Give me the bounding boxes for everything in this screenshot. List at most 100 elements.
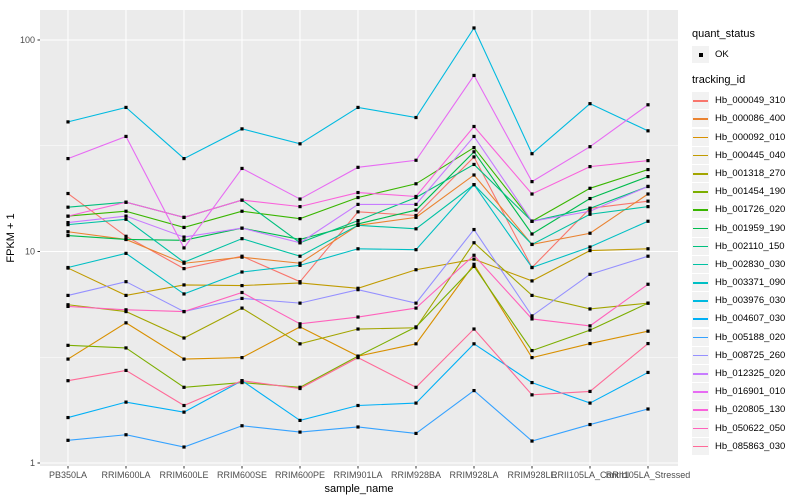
data-point bbox=[356, 356, 360, 360]
data-point bbox=[646, 254, 650, 258]
color-line-icon bbox=[693, 445, 708, 448]
legend-entry-tracking-id: Hb_000049_310 bbox=[692, 92, 798, 110]
data-point bbox=[124, 433, 128, 437]
data-point bbox=[66, 220, 70, 225]
data-point bbox=[646, 175, 650, 179]
data-point bbox=[182, 215, 186, 219]
data-point bbox=[356, 105, 360, 110]
data-point bbox=[356, 247, 360, 251]
legend-entry-label: Hb_012325_020 bbox=[715, 368, 786, 379]
x-tick-label: RRIM928LE bbox=[507, 470, 556, 480]
legend-entry-tracking-id: Hb_001318_270 bbox=[692, 164, 798, 182]
data-point bbox=[472, 145, 476, 150]
data-point bbox=[588, 248, 592, 253]
data-point bbox=[298, 217, 302, 221]
data-point bbox=[240, 226, 244, 230]
legend-entry-tracking-id: Hb_003371_090 bbox=[692, 274, 798, 292]
data-point bbox=[588, 328, 592, 332]
data-point bbox=[646, 205, 650, 209]
data-point bbox=[66, 293, 70, 298]
legend-entry-label: Hb_001726_020 bbox=[715, 204, 786, 216]
data-point bbox=[530, 242, 534, 247]
data-point bbox=[124, 134, 128, 139]
legend-entry-label: Hb_003371_090 bbox=[715, 277, 786, 289]
data-point bbox=[414, 158, 418, 162]
data-point bbox=[356, 288, 360, 292]
data-point bbox=[588, 165, 592, 169]
data-point bbox=[646, 341, 650, 346]
legend-entry-tracking-id: Hb_000086_400 bbox=[692, 110, 798, 128]
data-point bbox=[646, 103, 650, 107]
data-point bbox=[240, 237, 244, 241]
data-point bbox=[646, 199, 650, 203]
data-point bbox=[66, 265, 70, 270]
data-point bbox=[124, 209, 128, 213]
data-point bbox=[240, 198, 244, 202]
data-point bbox=[356, 327, 360, 331]
data-point bbox=[124, 217, 128, 221]
data-point bbox=[66, 233, 70, 238]
color-line-icon bbox=[693, 391, 708, 393]
data-point bbox=[414, 182, 418, 186]
data-point bbox=[472, 342, 476, 346]
x-tick-label: RRIM928LA bbox=[449, 470, 498, 480]
line-key-icon bbox=[692, 310, 709, 328]
data-point bbox=[124, 234, 128, 238]
data-point bbox=[646, 159, 650, 163]
data-point bbox=[414, 401, 418, 405]
data-point bbox=[182, 260, 186, 264]
line-key-icon bbox=[692, 183, 709, 201]
color-line-icon bbox=[693, 136, 708, 139]
data-point bbox=[646, 329, 650, 333]
legend-entry-label: Hb_005188_020 bbox=[715, 331, 786, 343]
data-point bbox=[66, 223, 70, 227]
color-line-icon bbox=[693, 191, 708, 193]
data-point bbox=[240, 255, 244, 259]
line-key-icon bbox=[692, 110, 709, 128]
x-tick-label: RRIM600PE bbox=[275, 470, 325, 480]
plot-panel: 1 10 100 PB350LA RRIM600LA RRIM600LE RRIM600SE… bbox=[5, 10, 690, 495]
color-line-icon bbox=[693, 227, 708, 230]
legend-entry-label: Hb_000092_010 bbox=[715, 131, 786, 143]
legend-entry-label: Hb_000086_400 bbox=[715, 113, 786, 125]
data-point bbox=[414, 248, 418, 252]
legend-entry-label: Hb_000445_040 bbox=[715, 149, 786, 161]
tracking-id-items: Hb_000049_310 Hb_000086_400 Hb_000092_010 H… bbox=[692, 92, 798, 455]
data-point bbox=[298, 342, 302, 346]
color-line-icon bbox=[693, 409, 708, 411]
data-point bbox=[530, 192, 534, 196]
data-point bbox=[472, 241, 476, 245]
data-point bbox=[66, 156, 70, 161]
data-point bbox=[472, 162, 476, 167]
line-key-icon bbox=[692, 219, 709, 237]
data-point bbox=[124, 293, 128, 298]
legend-entry-tracking-id: Hb_001959_190 bbox=[692, 219, 798, 237]
data-point bbox=[240, 127, 244, 131]
color-line-icon bbox=[693, 427, 708, 430]
legend-entry-tracking-id: Hb_085863_030 bbox=[692, 437, 798, 455]
data-point bbox=[588, 212, 592, 216]
color-line-icon bbox=[693, 245, 708, 248]
data-point bbox=[66, 343, 70, 347]
data-point bbox=[414, 213, 418, 218]
data-point bbox=[414, 325, 418, 329]
line-key-icon bbox=[692, 274, 709, 292]
data-point bbox=[530, 279, 534, 283]
line-key-icon bbox=[692, 383, 709, 401]
data-point bbox=[646, 129, 650, 133]
color-line-icon bbox=[693, 172, 708, 175]
line-key-icon bbox=[692, 419, 709, 437]
data-point bbox=[588, 145, 592, 149]
data-point bbox=[298, 142, 302, 146]
data-point bbox=[472, 26, 476, 30]
data-point bbox=[646, 192, 650, 196]
line-key-icon bbox=[692, 128, 709, 146]
data-point bbox=[472, 262, 476, 266]
line-key-icon bbox=[692, 237, 709, 255]
data-point bbox=[182, 445, 186, 449]
data-point bbox=[124, 321, 128, 325]
data-point bbox=[124, 105, 128, 110]
data-point bbox=[414, 115, 418, 120]
legend-entry-label: Hb_000049_310 bbox=[715, 95, 786, 107]
data-point bbox=[66, 205, 70, 209]
